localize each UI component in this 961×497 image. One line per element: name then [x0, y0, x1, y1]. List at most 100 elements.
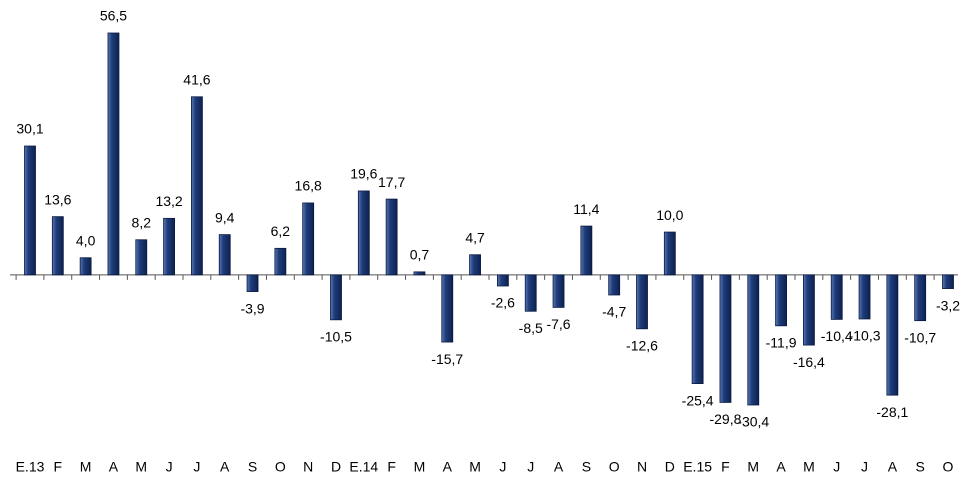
value-label: 30,1: [16, 121, 43, 137]
value-label: 11,4: [573, 201, 599, 217]
value-label: -12,6: [626, 338, 658, 354]
bar: [357, 190, 370, 276]
bar: [552, 274, 565, 308]
value-label: -7,6: [546, 316, 570, 332]
value-label: 10,0: [656, 207, 683, 223]
bar: [385, 198, 398, 276]
bar: [497, 274, 509, 287]
bar: [191, 96, 203, 276]
bar: [163, 217, 175, 276]
bar: [469, 254, 481, 276]
x-tick-label: M: [414, 459, 426, 475]
bar: [413, 271, 426, 276]
bar: [330, 274, 342, 321]
x-tick-label: M: [747, 459, 759, 475]
bar: [747, 274, 760, 406]
x-tick-label: E.15: [683, 459, 712, 475]
value-label: -25,4: [682, 392, 714, 408]
x-tick-label: D: [331, 459, 341, 475]
x-tick-label: J: [166, 459, 173, 475]
value-label: 19,6: [350, 166, 377, 182]
bar: [663, 231, 676, 276]
x-tick-label: F: [54, 459, 63, 475]
bar: [218, 234, 231, 276]
x-tick-label: A: [888, 459, 898, 475]
x-tick-label: D: [665, 459, 675, 475]
value-label: 4,0: [76, 232, 96, 248]
bar: [803, 274, 815, 346]
bar: [775, 274, 787, 327]
bar: [24, 145, 36, 276]
value-label: -28,1: [876, 404, 908, 420]
x-tick-label: N: [637, 459, 647, 475]
value-label: -3,2: [936, 297, 960, 313]
x-tick-label: A: [554, 459, 564, 475]
x-tick-label: M: [135, 459, 147, 475]
x-tick-label: M: [803, 459, 815, 475]
x-tick-label: A: [220, 459, 230, 475]
value-label: -4,7: [602, 304, 626, 320]
bar: [274, 247, 287, 276]
value-label: 0,7: [410, 247, 430, 263]
value-label: -11,9: [766, 335, 797, 351]
x-tick-label: A: [109, 459, 119, 475]
value-label: -2,6: [491, 295, 515, 311]
bar: [830, 274, 843, 320]
x-tick-label: J: [833, 459, 840, 475]
value-label: -15,7: [431, 351, 463, 367]
bar: [608, 274, 621, 296]
bar: [858, 274, 871, 320]
bar: [914, 274, 927, 322]
value-label: 13,6: [44, 191, 71, 207]
value-label: 9,4: [215, 209, 235, 225]
bar: [886, 274, 899, 396]
x-tick-label: M: [80, 459, 92, 475]
bar: [135, 239, 148, 276]
value-label: -10,7: [904, 329, 936, 345]
value-label: -16,4: [793, 354, 825, 370]
bar: [636, 274, 648, 330]
bar: [107, 32, 120, 276]
value-label: -10,4: [821, 328, 853, 344]
x-tick-label: J: [527, 459, 534, 475]
value-label: -29,8: [709, 411, 741, 427]
x-tick-label: F: [721, 459, 730, 475]
bar: [246, 274, 259, 292]
x-tick-label: S: [582, 459, 591, 475]
x-tick-label: O: [609, 459, 620, 475]
value-label: 13,2: [155, 193, 182, 209]
x-tick-label: J: [193, 459, 200, 475]
x-tick-label: S: [248, 459, 257, 475]
x-tick-label: A: [776, 459, 786, 475]
x-tick-label: J: [499, 459, 506, 475]
value-label: 41,6: [183, 71, 210, 87]
value-label: 17,7: [378, 174, 405, 190]
bar: [524, 274, 537, 312]
bar: [691, 274, 704, 384]
x-tick-label: E.13: [16, 459, 45, 475]
value-label: 16,8: [295, 178, 322, 194]
x-tick-label: J: [861, 459, 868, 475]
bar: [51, 216, 64, 276]
x-tick-label: A: [443, 459, 453, 475]
value-label: -8,5: [519, 320, 543, 336]
bar: [580, 225, 593, 276]
value-label: 4,7: [465, 229, 485, 245]
bar: [441, 274, 454, 343]
x-tick-label: S: [916, 459, 925, 475]
value-label: 56,5: [100, 8, 127, 24]
x-tick-label: O: [943, 459, 954, 475]
value-label: -30,4: [737, 414, 769, 430]
x-tick-label: M: [469, 459, 481, 475]
bar: [302, 202, 315, 276]
value-label: 6,2: [271, 223, 291, 239]
bar: [942, 274, 954, 289]
x-tick-label: F: [387, 459, 396, 475]
x-tick-label: E.14: [349, 459, 378, 475]
value-label: -3,9: [240, 300, 264, 316]
bar: [79, 257, 92, 276]
value-label: -10,5: [320, 329, 352, 345]
x-tick-label: N: [303, 459, 313, 475]
